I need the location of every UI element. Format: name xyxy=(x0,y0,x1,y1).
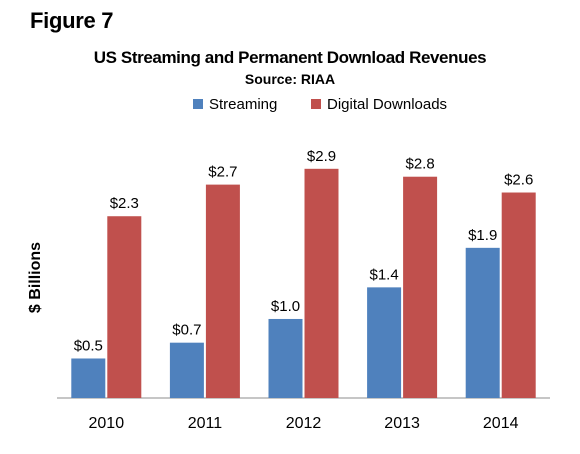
streaming-bar-2012 xyxy=(268,318,303,398)
downloads-data-label-2013: $2.8 xyxy=(405,156,434,173)
downloads-bar-2012 xyxy=(304,168,339,398)
streaming-data-label-2013: $1.4 xyxy=(369,266,398,283)
downloads-data-label-2014: $2.6 xyxy=(504,172,533,189)
downloads-data-label-2010: $2.3 xyxy=(110,195,139,212)
streaming-bar-2013 xyxy=(367,287,402,398)
legend-label-streaming: Streaming xyxy=(209,96,277,113)
downloads-data-label-2012: $2.9 xyxy=(307,148,336,165)
figure-label: Figure 7 xyxy=(30,8,114,33)
streaming-bar-2010 xyxy=(71,358,106,398)
chart-subtitle: Source: RIAA xyxy=(244,71,336,87)
x-tick-label-2011: 2011 xyxy=(188,415,223,432)
streaming-bar-2014 xyxy=(465,247,500,398)
streaming-data-label-2010: $0.5 xyxy=(74,337,103,354)
x-tick-label-2012: 2012 xyxy=(286,415,322,432)
downloads-data-label-2011: $2.7 xyxy=(208,164,237,181)
downloads-bar-2010 xyxy=(107,216,142,398)
streaming-data-label-2014: $1.9 xyxy=(468,227,497,244)
downloads-bar-2014 xyxy=(501,192,536,398)
downloads-bar-2013 xyxy=(403,176,438,398)
downloads-bar-2011 xyxy=(205,184,240,398)
x-tick-label-2010: 2010 xyxy=(89,415,125,432)
legend-label-downloads: Digital Downloads xyxy=(327,96,447,113)
streaming-data-label-2011: $0.7 xyxy=(172,322,201,339)
legend-swatch-streaming xyxy=(193,99,203,109)
x-tick-label-2013: 2013 xyxy=(384,415,420,432)
streaming-bar-2011 xyxy=(169,342,204,398)
streaming-data-label-2012: $1.0 xyxy=(271,298,300,315)
y-axis-label: $ Billions xyxy=(27,242,44,313)
x-tick-label-2014: 2014 xyxy=(483,415,519,432)
chart-title: US Streaming and Permanent Download Reve… xyxy=(93,48,487,67)
legend-swatch-downloads xyxy=(311,99,321,109)
